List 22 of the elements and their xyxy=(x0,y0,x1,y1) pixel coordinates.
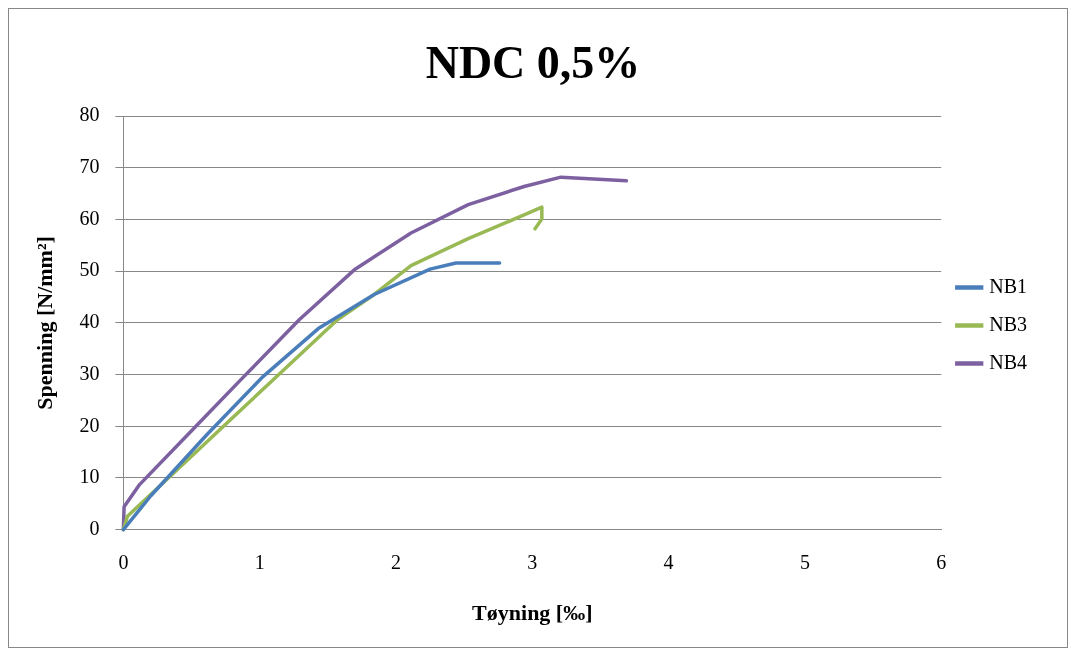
y-tick-label: 30 xyxy=(79,361,100,384)
y-tick-label: 40 xyxy=(79,310,100,333)
y-tick-label: 10 xyxy=(79,465,100,488)
x-axis-title: Tøyning [‰] xyxy=(472,600,593,626)
y-tick-label: 80 xyxy=(79,103,100,126)
y-axis-title: Spenning [N/mm²] xyxy=(31,236,57,410)
y-tick-label: 60 xyxy=(79,206,100,229)
chart-title: NDC 0,5% xyxy=(425,37,641,89)
y-tick-label: 0 xyxy=(89,516,100,539)
legend-label: NB1 xyxy=(989,274,1028,297)
y-tick-label: 50 xyxy=(79,258,100,281)
x-tick-label: 3 xyxy=(527,550,538,573)
x-tick-label: 4 xyxy=(663,550,674,573)
y-tick-label: 70 xyxy=(79,155,100,178)
x-tick-label: 5 xyxy=(799,550,810,573)
x-tick-label: 0 xyxy=(118,550,129,573)
x-tick-label: 2 xyxy=(391,550,402,573)
legend-label: NB3 xyxy=(989,312,1028,335)
x-tick-label: 1 xyxy=(254,550,265,573)
x-tick-label: 6 xyxy=(936,550,947,573)
legend-label: NB4 xyxy=(989,350,1028,373)
y-tick-label: 20 xyxy=(79,413,100,436)
